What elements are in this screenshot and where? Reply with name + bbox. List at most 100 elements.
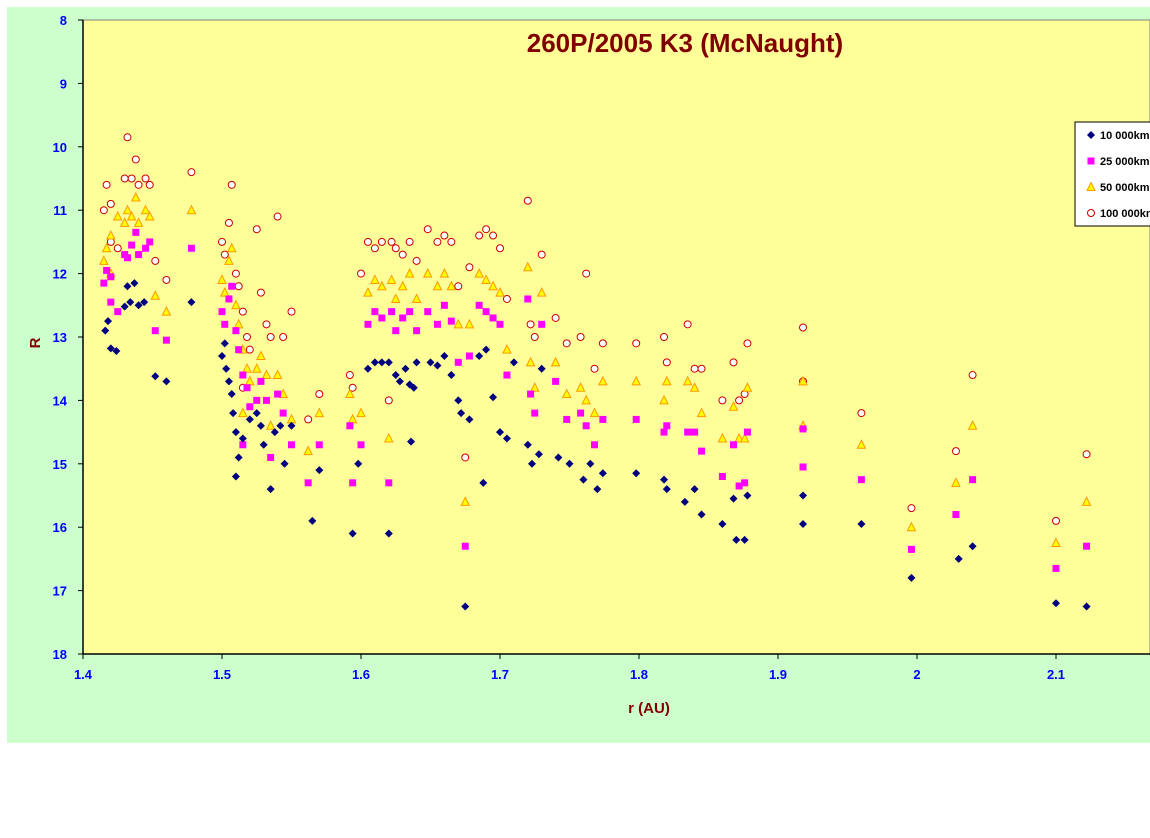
y-tick-label: 9: [60, 76, 67, 91]
triangle-point: [951, 477, 961, 487]
x-tick-label: 1.4: [74, 667, 93, 682]
triangle-point: [581, 394, 591, 405]
diamond-point: [502, 434, 511, 443]
square-point: [123, 254, 131, 262]
diamond-point: [409, 383, 418, 392]
diamond-point: [598, 469, 607, 478]
square-point: [857, 476, 865, 484]
square-point: [239, 371, 247, 379]
circle-point: [279, 333, 288, 341]
square-point: [107, 273, 115, 281]
square-point: [465, 352, 473, 360]
square-point: [103, 266, 111, 274]
square-point: [552, 377, 560, 385]
diamond-point: [224, 377, 233, 386]
circle-point: [387, 237, 396, 246]
diamond-point: [968, 542, 977, 551]
square-point: [524, 295, 532, 303]
circle-point: [256, 288, 265, 297]
diamond-point: [391, 371, 400, 380]
triangle-point: [536, 287, 547, 297]
triangle-point: [631, 375, 642, 386]
diamond-point: [586, 459, 595, 468]
diamond-point: [112, 346, 121, 355]
triangle-point: [856, 439, 867, 449]
square-point: [698, 447, 706, 455]
circle-point: [348, 383, 357, 392]
circle-point: [99, 206, 108, 215]
square-point: [232, 327, 240, 335]
circle-point: [287, 307, 296, 316]
diamond-point: [407, 437, 416, 446]
y-tick-label: 10: [53, 140, 67, 155]
diamond-point: [465, 415, 474, 424]
square-point: [527, 390, 535, 398]
y-tick-label: 16: [53, 520, 67, 535]
x-tick-label: 1.6: [352, 667, 370, 682]
square-point: [691, 428, 699, 436]
square-point: [1052, 564, 1060, 572]
square-point: [235, 346, 243, 354]
triangle-point: [122, 204, 133, 215]
circle-point: [423, 225, 432, 234]
circle-point: [145, 180, 154, 189]
square-point: [660, 428, 668, 436]
diamond-point: [287, 421, 296, 430]
diamond-point: [151, 372, 160, 381]
triangle-point: [126, 210, 137, 221]
circle-point: [743, 339, 752, 348]
triangle-point: [186, 204, 197, 215]
circle-point: [218, 237, 226, 246]
triangle-point: [278, 388, 288, 399]
chart-title: 260P/2005 K3 (McNaught): [527, 28, 843, 58]
diamond-point: [354, 459, 363, 468]
square-point: [346, 422, 354, 430]
square-point: [349, 479, 357, 487]
circle-point: [102, 180, 111, 189]
triangle-point: [345, 388, 355, 399]
triangle-point: [659, 394, 669, 405]
triangle-point: [131, 191, 141, 202]
triangle-point: [390, 293, 401, 303]
diamond-point: [134, 301, 143, 310]
triangle-point: [251, 363, 262, 373]
diamond-point: [370, 358, 379, 367]
y-tick-label: 12: [53, 267, 67, 282]
triangle-point: [272, 369, 283, 380]
diamond-point: [496, 428, 504, 437]
circle-point: [384, 396, 393, 405]
triangle-point: [256, 350, 266, 361]
diamond-point: [162, 377, 171, 386]
diamond-point: [660, 475, 669, 484]
triangle-point: [502, 344, 512, 354]
triangle-point: [370, 274, 380, 284]
triangle-point: [474, 267, 484, 278]
diamond-point: [1052, 599, 1060, 608]
circle-point: [377, 237, 386, 246]
square-point: [142, 244, 150, 252]
diamond-point: [106, 344, 115, 353]
square-point: [114, 308, 122, 316]
y-tick-label: 11: [53, 203, 67, 218]
y-tick-label: 15: [53, 457, 67, 472]
diamond-point: [593, 485, 602, 494]
square-point: [146, 238, 154, 246]
triangle-point: [231, 299, 241, 310]
diamond-point: [315, 466, 324, 475]
triangle-point: [386, 274, 397, 284]
diamond-point: [907, 573, 916, 582]
square-point: [952, 511, 960, 519]
diamond-point: [252, 409, 261, 418]
circle-point: [141, 174, 150, 183]
square-point: [475, 301, 483, 309]
diamond-point: [259, 440, 268, 449]
circle-point: [433, 237, 442, 246]
x-tick-label: 1.7: [491, 667, 509, 682]
circle-point: [234, 282, 243, 291]
x-tick-label: 2: [913, 667, 920, 682]
diamond-point: [954, 554, 963, 563]
circle-point: [799, 323, 808, 332]
circle-point: [123, 133, 132, 142]
circle-point: [315, 390, 324, 399]
square-point: [385, 479, 393, 487]
